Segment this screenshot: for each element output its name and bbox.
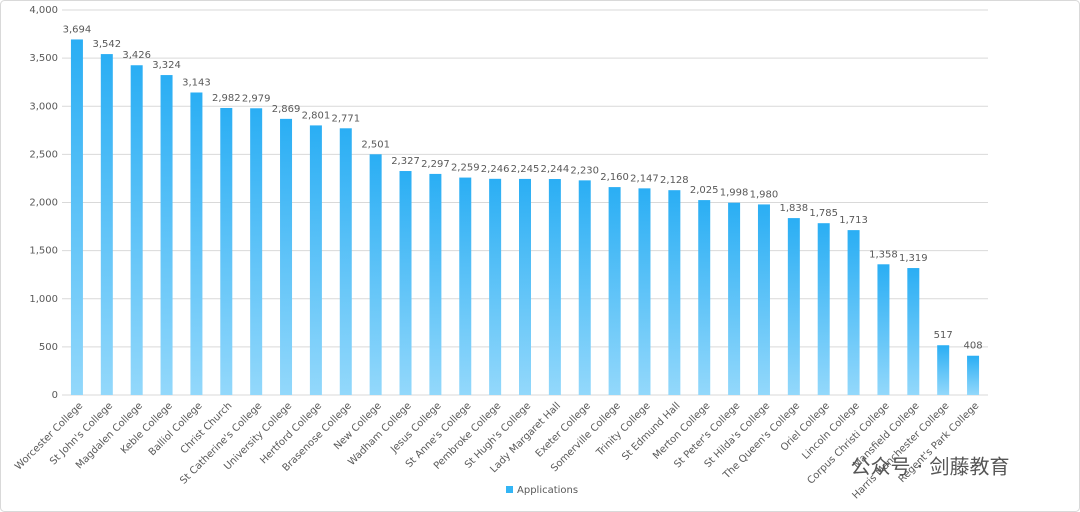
y-tick-label: 0 <box>52 390 58 401</box>
bar <box>877 264 890 395</box>
data-label: 1,980 <box>750 189 779 200</box>
bar <box>757 204 770 395</box>
data-label: 2,982 <box>212 93 241 104</box>
data-label: 2,246 <box>481 164 510 175</box>
bar <box>369 154 382 395</box>
bar <box>250 108 263 396</box>
data-label: 3,542 <box>92 39 121 50</box>
bar <box>429 173 442 395</box>
bar <box>578 180 591 395</box>
bar <box>638 188 651 395</box>
y-tick-label: 2,000 <box>29 198 58 209</box>
bar <box>668 190 681 395</box>
data-label: 1,713 <box>839 215 868 226</box>
bar <box>698 200 711 395</box>
bar <box>817 223 830 395</box>
bar <box>339 128 352 395</box>
data-label: 3,324 <box>152 60 181 71</box>
data-label: 408 <box>964 341 983 352</box>
data-label: 2,801 <box>302 110 331 121</box>
legend-swatch <box>506 486 513 493</box>
data-label: 2,230 <box>570 165 599 176</box>
bar <box>399 171 412 395</box>
legend-label: Applications <box>517 485 578 496</box>
data-label: 2,501 <box>361 139 390 150</box>
data-label: 3,143 <box>182 77 211 88</box>
data-label: 2,297 <box>421 159 450 170</box>
data-label: 2,025 <box>690 185 719 196</box>
data-label: 517 <box>934 330 953 341</box>
y-tick-label: 1,500 <box>29 246 58 257</box>
data-label: 1,358 <box>869 249 898 260</box>
bar <box>787 218 800 395</box>
bar <box>220 107 233 396</box>
data-label: 2,979 <box>242 93 271 104</box>
data-label: 2,147 <box>630 173 659 184</box>
data-label: 2,128 <box>660 175 689 186</box>
data-label: 1,319 <box>899 253 928 264</box>
bar <box>489 178 502 395</box>
y-tick-label: 500 <box>39 342 58 353</box>
y-tick-label: 4,000 <box>29 5 58 16</box>
data-label: 2,259 <box>451 163 480 174</box>
bar <box>907 268 920 395</box>
bar <box>100 54 113 396</box>
data-label: 2,160 <box>600 172 629 183</box>
data-label: 1,785 <box>809 208 838 219</box>
bar <box>548 179 561 395</box>
y-tick-label: 1,000 <box>29 294 58 305</box>
data-label: 2,244 <box>541 164 570 175</box>
bar <box>967 355 980 395</box>
bar <box>459 177 472 395</box>
data-label: 2,327 <box>391 156 420 167</box>
y-tick-label: 3,500 <box>29 53 58 64</box>
data-label: 1,838 <box>780 203 809 214</box>
data-label: 2,869 <box>272 104 301 115</box>
bar <box>847 230 860 395</box>
bar <box>728 202 741 395</box>
watermark: 公众号 · 剑藤教育 <box>850 455 1009 479</box>
data-label: 3,426 <box>122 50 151 61</box>
data-label: 1,998 <box>720 188 749 199</box>
bar <box>70 39 83 395</box>
data-label: 3,694 <box>63 24 92 35</box>
data-label: 2,245 <box>511 164 540 175</box>
bar <box>130 65 143 395</box>
bar <box>280 118 293 395</box>
bar <box>190 92 203 395</box>
bar <box>608 187 621 395</box>
bar <box>160 75 173 395</box>
y-tick-label: 3,000 <box>29 101 58 112</box>
bar <box>937 345 950 395</box>
y-tick-label: 2,500 <box>29 149 58 160</box>
bar <box>519 178 531 395</box>
data-label: 2,771 <box>331 113 360 124</box>
bar <box>309 125 322 395</box>
